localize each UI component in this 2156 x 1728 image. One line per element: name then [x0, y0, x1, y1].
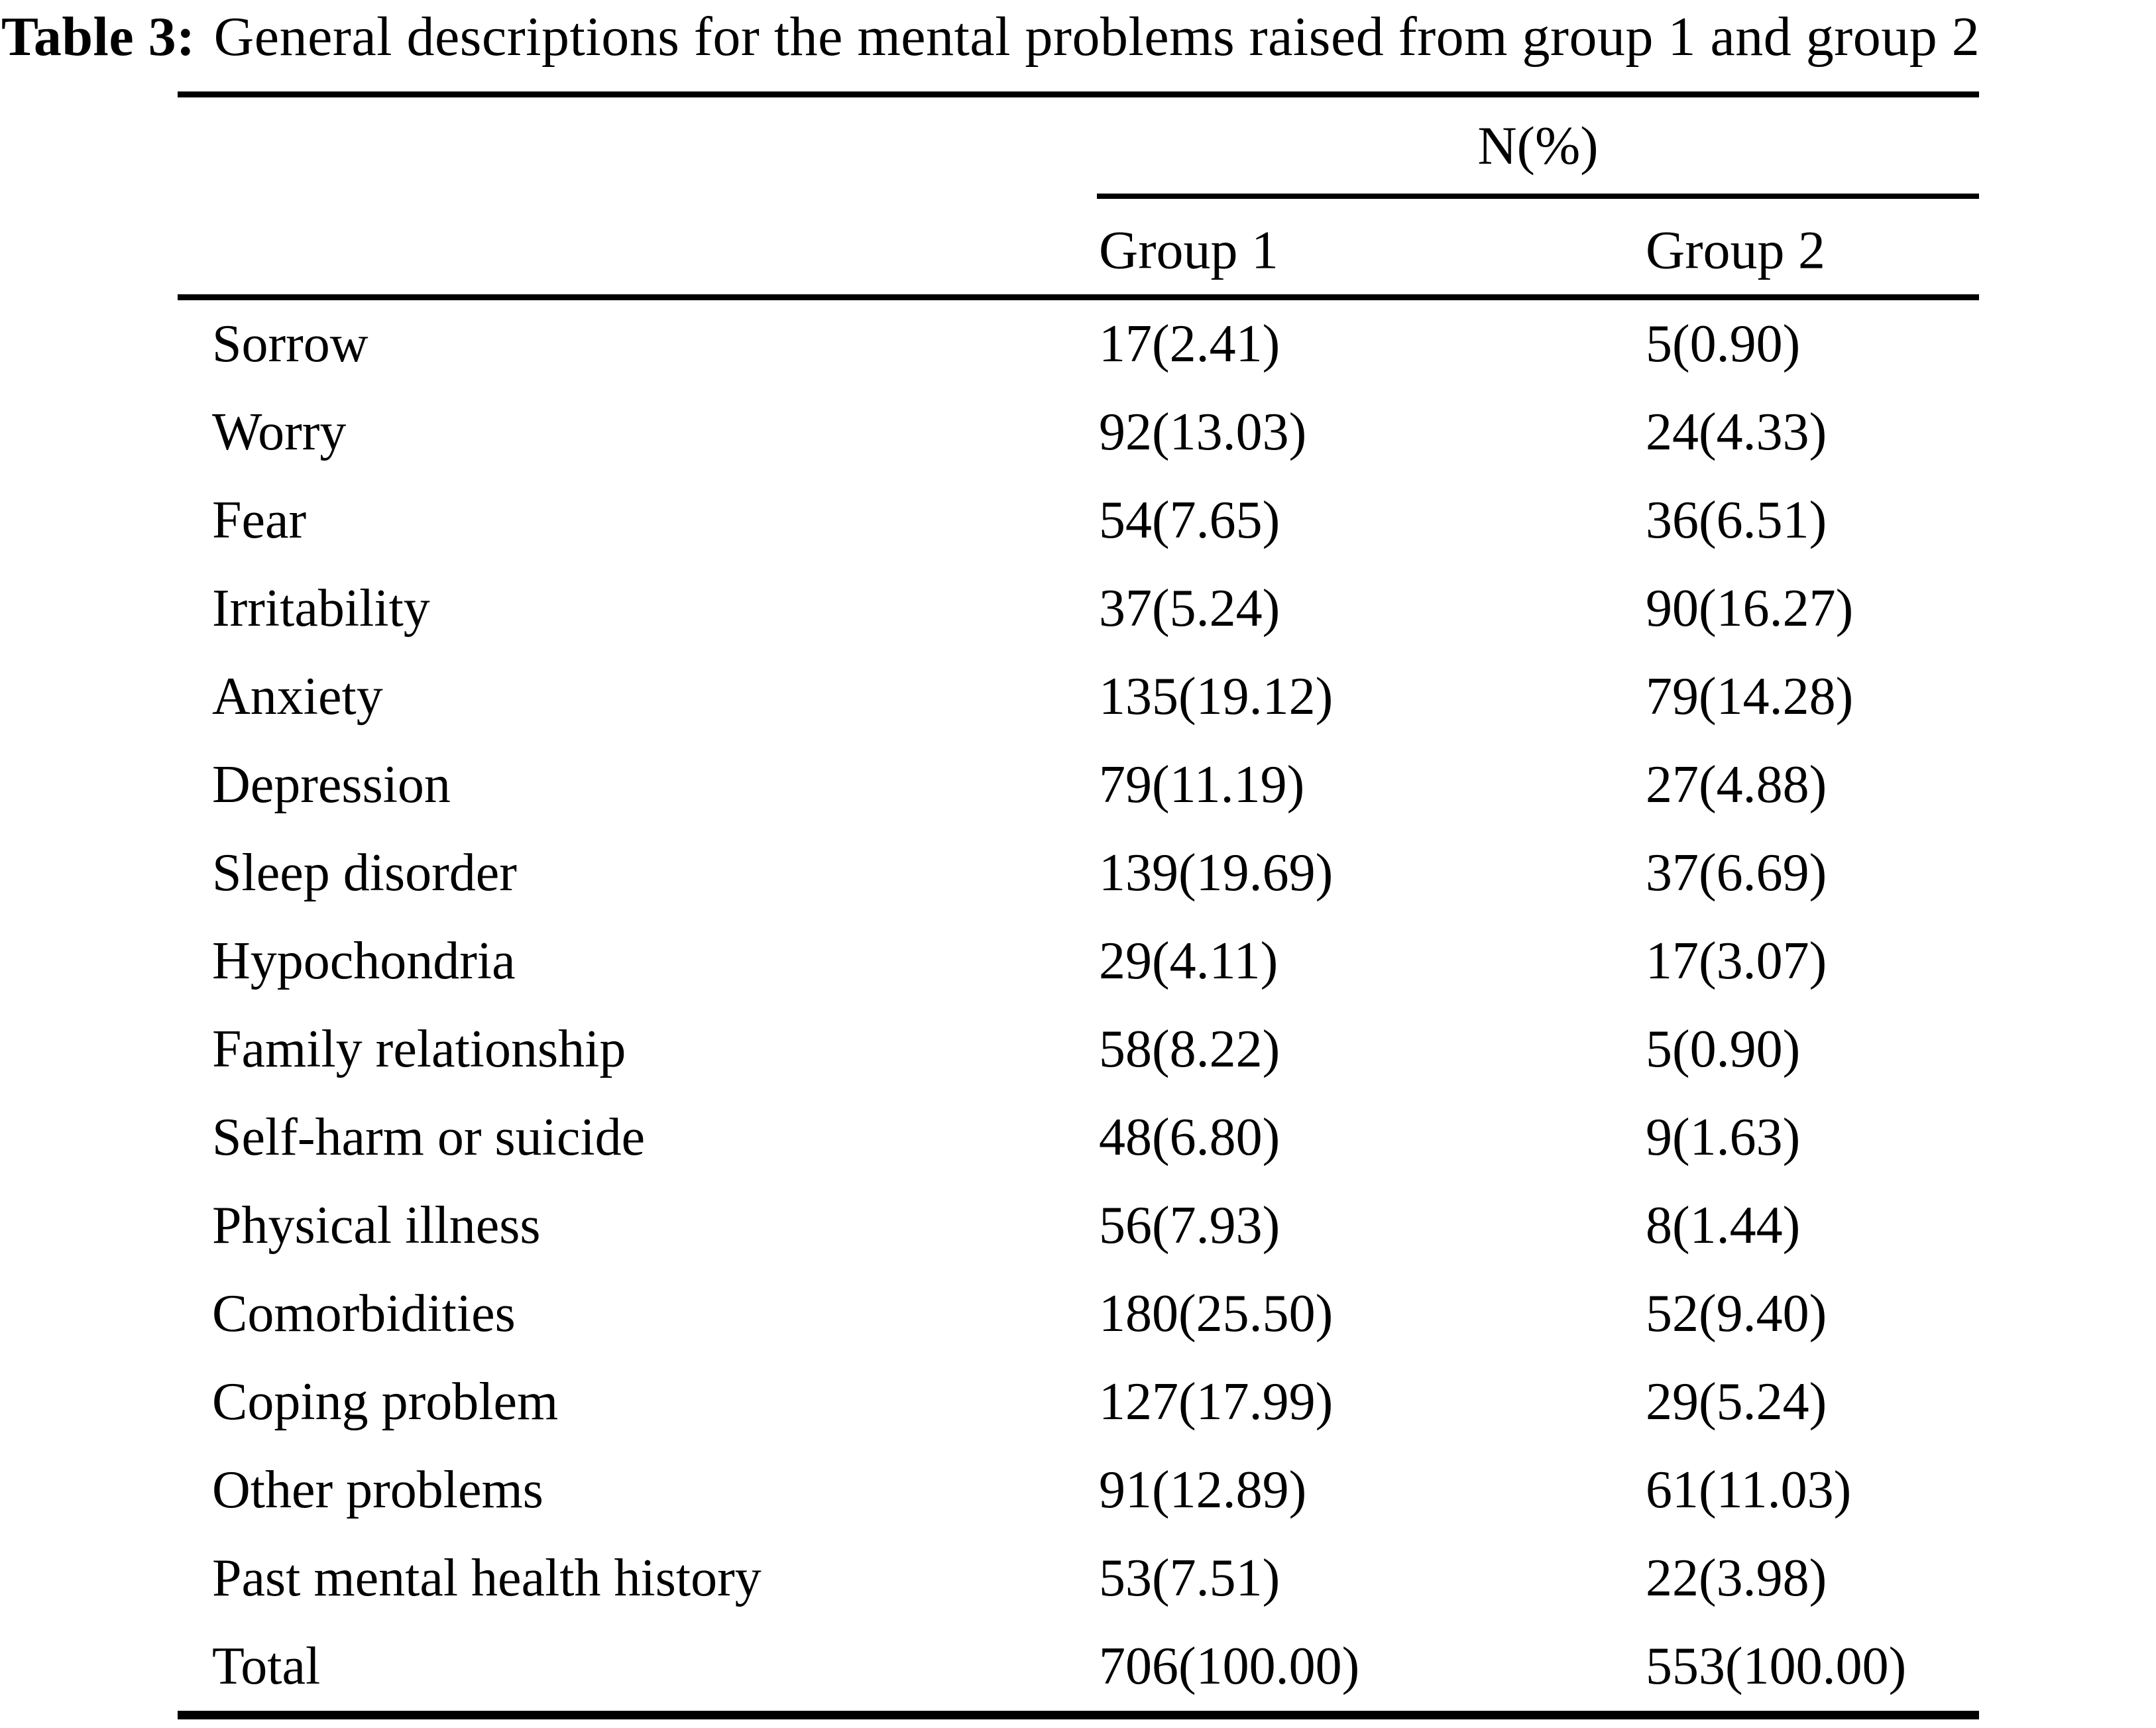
row-label: Other problems: [212, 1461, 543, 1519]
table-row: Self-harm or suicide 48(6.80) 9(1.63): [178, 1094, 1979, 1182]
group1-value: 48(6.80): [1099, 1108, 1280, 1167]
row-label: Hypochondria: [212, 932, 516, 990]
row-label: Irritability: [212, 579, 430, 638]
row-label: Comorbidities: [212, 1285, 516, 1343]
group1-value: 54(7.65): [1099, 491, 1280, 549]
group2-value: 553(100.00): [1646, 1637, 1907, 1696]
table-row: Coping problem 127(17.99) 29(5.24): [178, 1358, 1979, 1446]
group2-value: 61(11.03): [1646, 1461, 1852, 1519]
group2-value: 5(0.90): [1646, 315, 1801, 373]
table-row: Depression 79(11.19) 27(4.88): [178, 741, 1979, 829]
table-bottom-rule: [178, 1711, 1979, 1719]
group1-value: 53(7.51): [1099, 1549, 1280, 1607]
group2-value: 5(0.90): [1646, 1020, 1801, 1078]
group2-value: 37(6.69): [1646, 844, 1827, 902]
header-bottom-rule: [178, 294, 1979, 300]
group1-value: 17(2.41): [1099, 315, 1280, 373]
table-row: Sleep disorder 139(19.69) 37(6.69): [178, 829, 1979, 917]
table-caption: Table 3: General descriptions for the men…: [1, 0, 2156, 74]
table-row: Hypochondria 29(4.11) 17(3.07): [178, 917, 1979, 1006]
table-body: Sorrow 17(2.41) 5(0.90) Worry 92(13.03) 24(4.…: [178, 300, 1979, 1711]
row-label: Past mental health history: [212, 1549, 762, 1607]
group2-value: 17(3.07): [1646, 932, 1827, 990]
group1-value: 135(19.12): [1099, 667, 1333, 726]
group1-value: 29(4.11): [1099, 932, 1278, 990]
group1-header: Group 1: [1099, 219, 1279, 280]
group2-value: 24(4.33): [1646, 403, 1827, 461]
row-label: Family relationship: [212, 1020, 626, 1078]
group1-value: 127(17.99): [1099, 1373, 1333, 1431]
table-row: Other problems 91(12.89) 61(11.03): [178, 1446, 1979, 1534]
group1-value: 139(19.69): [1099, 844, 1333, 902]
group1-value: 56(7.93): [1099, 1196, 1280, 1255]
table-row: Total 706(100.00) 553(100.00): [178, 1623, 1979, 1711]
group1-value: 37(5.24): [1099, 579, 1280, 638]
group2-value: 79(14.28): [1646, 667, 1854, 726]
row-label: Coping problem: [212, 1373, 559, 1431]
data-table: N(%) Group 1 Group 2 Sorrow 17(2.41) 5(0.9…: [178, 91, 1979, 1719]
row-label: Depression: [212, 756, 451, 814]
table-row: Sorrow 17(2.41) 5(0.90): [178, 300, 1979, 388]
row-label: Anxiety: [212, 667, 383, 726]
group2-value: 36(6.51): [1646, 491, 1827, 549]
n-percent-header: N(%): [1477, 115, 1599, 176]
table-top-rule: [178, 91, 1979, 97]
group1-value: 79(11.19): [1099, 756, 1305, 814]
group2-value: 8(1.44): [1646, 1196, 1801, 1255]
table-row: Fear 54(7.65) 36(6.51): [178, 477, 1979, 565]
group1-value: 92(13.03): [1099, 403, 1307, 461]
group2-value: 52(9.40): [1646, 1285, 1827, 1343]
row-label: Fear: [212, 491, 307, 549]
row-label: Physical illness: [212, 1196, 541, 1255]
row-label: Self-harm or suicide: [212, 1108, 646, 1167]
row-label: Worry: [212, 403, 347, 461]
table-row: Past mental health history 53(7.51) 22(3.9…: [178, 1534, 1979, 1623]
row-label: Sorrow: [212, 315, 369, 373]
group1-value: 91(12.89): [1099, 1461, 1307, 1519]
group1-value: 58(8.22): [1099, 1020, 1280, 1078]
table-row: Family relationship 58(8.22) 5(0.90): [178, 1006, 1979, 1094]
group2-value: 27(4.88): [1646, 756, 1827, 814]
group2-value: 90(16.27): [1646, 579, 1854, 638]
table-row: Anxiety 135(19.12) 79(14.28): [178, 653, 1979, 741]
group2-header: Group 2: [1646, 219, 1826, 280]
n-percent-header-row: N(%): [178, 97, 1979, 194]
group1-value: 180(25.50): [1099, 1285, 1333, 1343]
row-label: Sleep disorder: [212, 844, 517, 902]
n-percent-underline-rule: [1097, 194, 1979, 199]
group2-value: 29(5.24): [1646, 1373, 1827, 1431]
table-caption-text: General descriptions for the mental prob…: [213, 6, 1980, 68]
table-row: Irritability 37(5.24) 90(16.27): [178, 565, 1979, 653]
table-row: Physical illness 56(7.93) 8(1.44): [178, 1182, 1979, 1270]
group2-value: 9(1.63): [1646, 1108, 1801, 1167]
group-header-row: Group 1 Group 2: [178, 199, 1979, 294]
table-row: Comorbidities 180(25.50) 52(9.40): [178, 1270, 1979, 1358]
row-label: Total: [212, 1637, 321, 1696]
group1-value: 706(100.00): [1099, 1637, 1360, 1696]
table-row: Worry 92(13.03) 24(4.33): [178, 388, 1979, 477]
table-caption-number: Table 3:: [1, 6, 196, 68]
group2-value: 22(3.98): [1646, 1549, 1827, 1607]
